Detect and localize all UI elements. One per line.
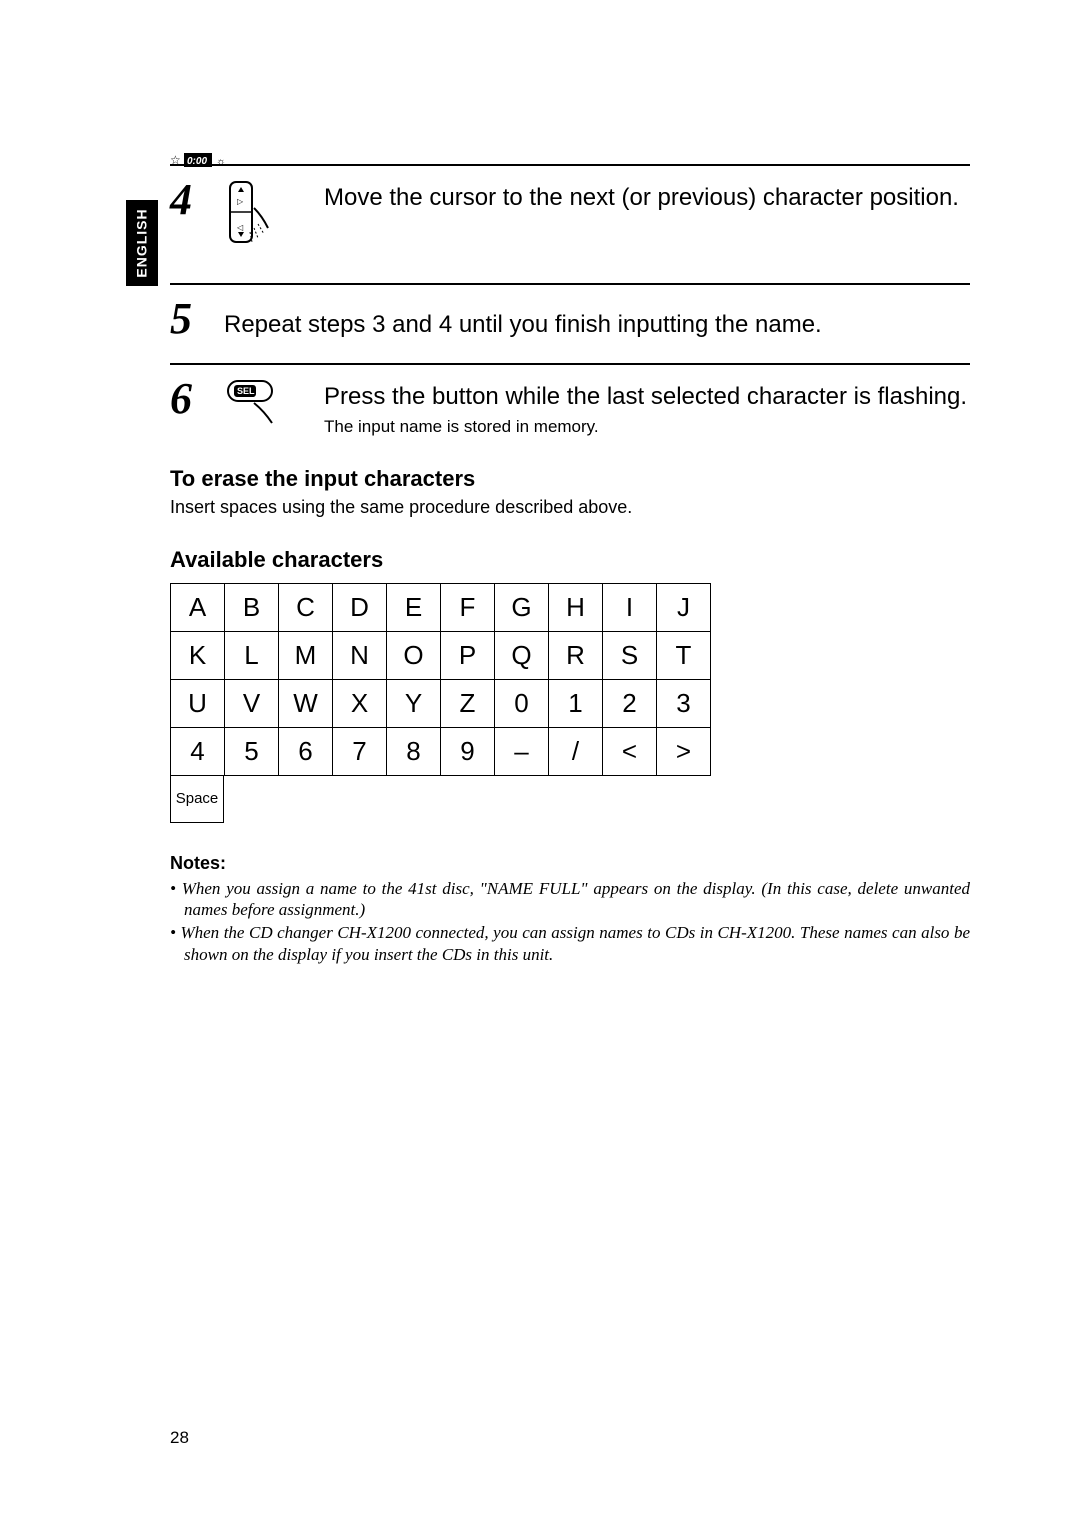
char-cell: 8 [387,728,441,776]
char-cell: K [171,632,225,680]
clock-icon: ☆ 0:00 ☼ [170,150,230,175]
char-cell: I [603,584,657,632]
sel-button-icon: SEL [224,377,296,436]
svg-text:▷: ▷ [237,197,244,206]
step-6-text: Press the button while the last selected… [324,377,970,413]
char-cell: 5 [225,728,279,776]
char-cell: 4 [171,728,225,776]
char-cell: D [333,584,387,632]
svg-text:SEL: SEL [237,386,255,396]
char-cell: M [279,632,333,680]
svg-text:0:00: 0:00 [187,156,207,167]
char-cell: S [603,632,657,680]
available-chars-heading: Available characters [170,547,970,573]
step-number: 5 [170,297,206,341]
table-row: K L M N O P Q R S T [171,632,711,680]
char-cell: O [387,632,441,680]
char-cell: J [657,584,711,632]
char-cell: – [495,728,549,776]
language-tab: ENGLISH [126,200,158,286]
char-cell: 2 [603,680,657,728]
char-cell: C [279,584,333,632]
char-cell: 3 [657,680,711,728]
step-5: 5 Repeat steps 3 and 4 until you finish … [170,297,970,341]
char-cell: 9 [441,728,495,776]
char-cell: E [387,584,441,632]
space-cell: Space [170,775,224,823]
char-cell: 6 [279,728,333,776]
char-cell: Q [495,632,549,680]
svg-text:☆: ☆ [170,153,181,167]
char-cell: P [441,632,495,680]
char-cell: A [171,584,225,632]
erase-text: Insert spaces using the same procedure d… [170,496,970,519]
char-cell: 7 [333,728,387,776]
notes-heading: Notes: [170,853,970,874]
note-item: • When the CD changer CH-X1200 connected… [170,922,970,965]
step-number: 4 [170,178,206,222]
char-cell: F [441,584,495,632]
char-cell: L [225,632,279,680]
char-cell: V [225,680,279,728]
divider [170,283,970,285]
char-cell: T [657,632,711,680]
step-6: 6 SEL Press the button while the last se… [170,377,970,437]
char-cell: 1 [549,680,603,728]
table-row: A B C D E F G H I J [171,584,711,632]
page-number: 28 [170,1428,189,1448]
svg-text:◁: ◁ [237,223,244,232]
table-row: U V W X Y Z 0 1 2 3 [171,680,711,728]
char-cell: Y [387,680,441,728]
char-cell: > [657,728,711,776]
divider [170,363,970,365]
step-4: 4 ▷ ◁ Move t [170,178,970,261]
char-cell: H [549,584,603,632]
language-tab-label: ENGLISH [134,208,150,277]
char-cell: R [549,632,603,680]
divider [170,164,970,166]
char-cell: W [279,680,333,728]
svg-text:☼: ☼ [216,156,226,168]
arrow-button-icon: ▷ ◁ [224,178,296,261]
char-cell: X [333,680,387,728]
step-4-text: Move the cursor to the next (or previous… [324,178,959,214]
char-cell: < [603,728,657,776]
char-cell: 0 [495,680,549,728]
char-cell: U [171,680,225,728]
char-cell: / [549,728,603,776]
char-cell: G [495,584,549,632]
step-number: 6 [170,377,206,421]
character-table: A B C D E F G H I J K L M N O P Q R S T … [170,583,711,776]
char-cell: B [225,584,279,632]
erase-heading: To erase the input characters [170,466,970,492]
step-5-text: Repeat steps 3 and 4 until you finish in… [224,297,970,341]
note-item: • When you assign a name to the 41st dis… [170,878,970,921]
step-6-subtext: The input name is stored in memory. [324,416,970,438]
table-row: 4 5 6 7 8 9 – / < > [171,728,711,776]
char-cell: Z [441,680,495,728]
notes-list: • When you assign a name to the 41st dis… [170,878,970,965]
char-cell: N [333,632,387,680]
